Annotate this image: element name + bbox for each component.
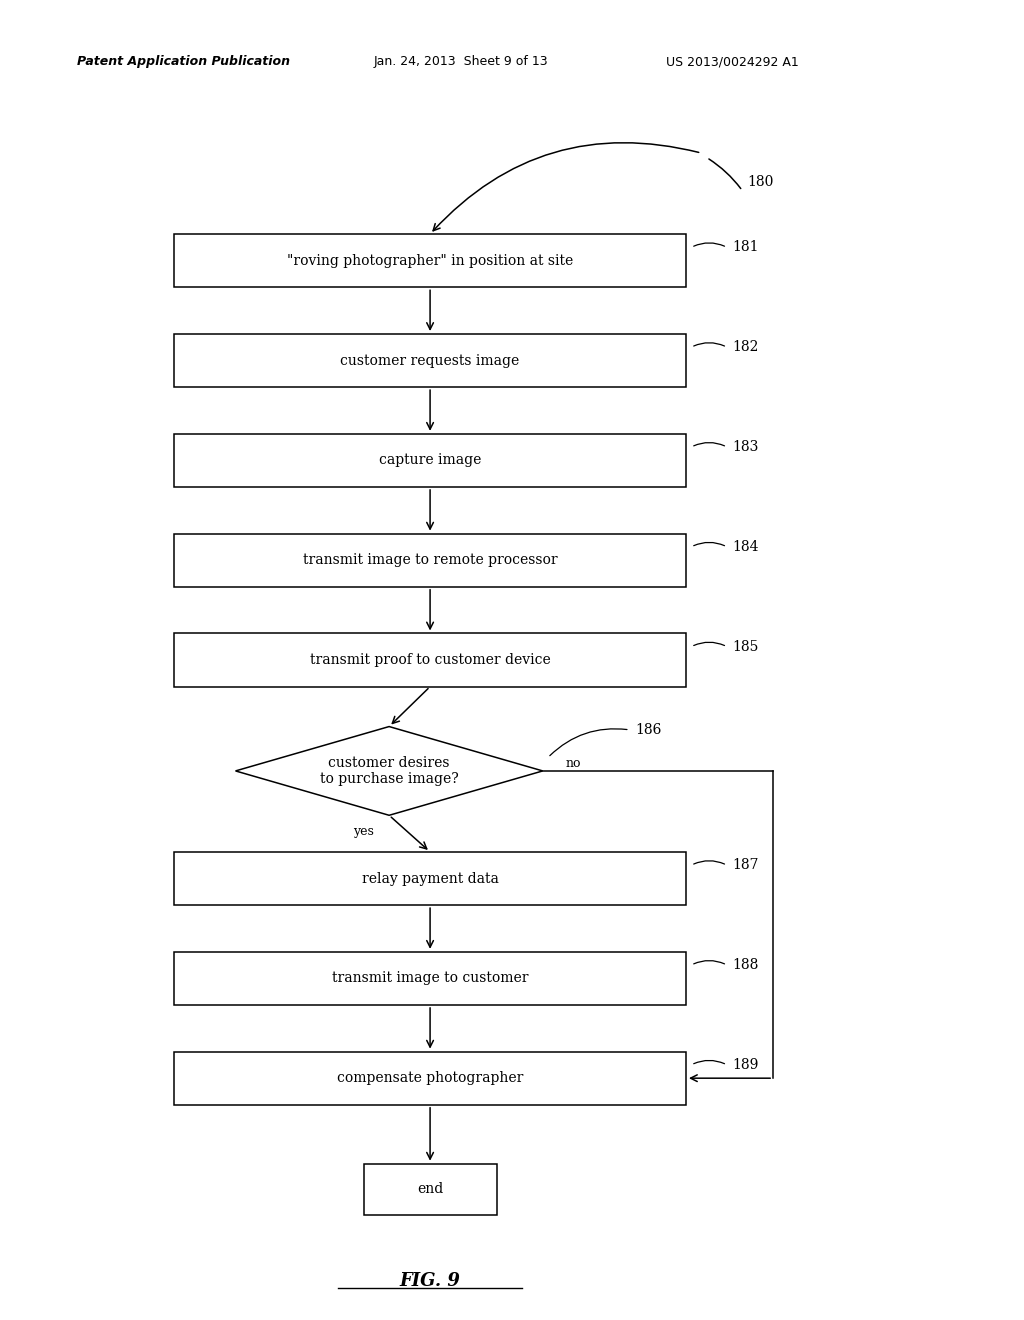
- FancyArrowPatch shape: [693, 343, 725, 346]
- Text: customer requests image: customer requests image: [340, 354, 520, 367]
- Text: transmit image to customer: transmit image to customer: [332, 972, 528, 985]
- Text: transmit image to remote processor: transmit image to remote processor: [303, 553, 557, 568]
- FancyBboxPatch shape: [174, 234, 686, 288]
- FancyBboxPatch shape: [174, 434, 686, 487]
- FancyArrowPatch shape: [693, 543, 725, 545]
- Text: end: end: [417, 1183, 443, 1196]
- FancyArrowPatch shape: [550, 729, 627, 755]
- Text: 184: 184: [732, 540, 759, 554]
- Text: compensate photographer: compensate photographer: [337, 1072, 523, 1085]
- Text: 189: 189: [732, 1057, 759, 1072]
- FancyBboxPatch shape: [174, 533, 686, 587]
- Text: US 2013/0024292 A1: US 2013/0024292 A1: [666, 55, 799, 69]
- Text: no: no: [565, 756, 581, 770]
- Text: 187: 187: [732, 858, 759, 873]
- Text: 185: 185: [732, 640, 759, 653]
- FancyArrowPatch shape: [433, 143, 698, 231]
- FancyBboxPatch shape: [174, 334, 686, 387]
- FancyArrowPatch shape: [693, 961, 725, 964]
- Text: "roving photographer" in position at site: "roving photographer" in position at sit…: [287, 253, 573, 268]
- Text: Patent Application Publication: Patent Application Publication: [77, 55, 290, 69]
- Text: 183: 183: [732, 440, 759, 454]
- FancyBboxPatch shape: [364, 1164, 497, 1214]
- FancyBboxPatch shape: [174, 851, 686, 906]
- FancyBboxPatch shape: [174, 952, 686, 1005]
- FancyArrowPatch shape: [693, 1060, 725, 1064]
- Text: FIG. 9: FIG. 9: [399, 1272, 461, 1290]
- FancyArrowPatch shape: [693, 643, 725, 645]
- Text: yes: yes: [353, 825, 374, 838]
- Text: transmit proof to customer device: transmit proof to customer device: [309, 653, 551, 667]
- Text: customer desires
to purchase image?: customer desires to purchase image?: [319, 756, 459, 785]
- Text: relay payment data: relay payment data: [361, 871, 499, 886]
- Text: 188: 188: [732, 958, 759, 972]
- FancyArrowPatch shape: [709, 158, 740, 189]
- FancyArrowPatch shape: [693, 243, 725, 247]
- Text: 181: 181: [732, 240, 759, 255]
- Text: 180: 180: [748, 176, 774, 189]
- Text: Jan. 24, 2013  Sheet 9 of 13: Jan. 24, 2013 Sheet 9 of 13: [374, 55, 549, 69]
- FancyBboxPatch shape: [174, 1052, 686, 1105]
- Text: capture image: capture image: [379, 453, 481, 467]
- Polygon shape: [236, 726, 543, 816]
- Text: 182: 182: [732, 341, 759, 354]
- FancyBboxPatch shape: [174, 634, 686, 686]
- Text: 186: 186: [635, 723, 662, 737]
- FancyArrowPatch shape: [693, 442, 725, 446]
- FancyArrowPatch shape: [693, 861, 725, 865]
